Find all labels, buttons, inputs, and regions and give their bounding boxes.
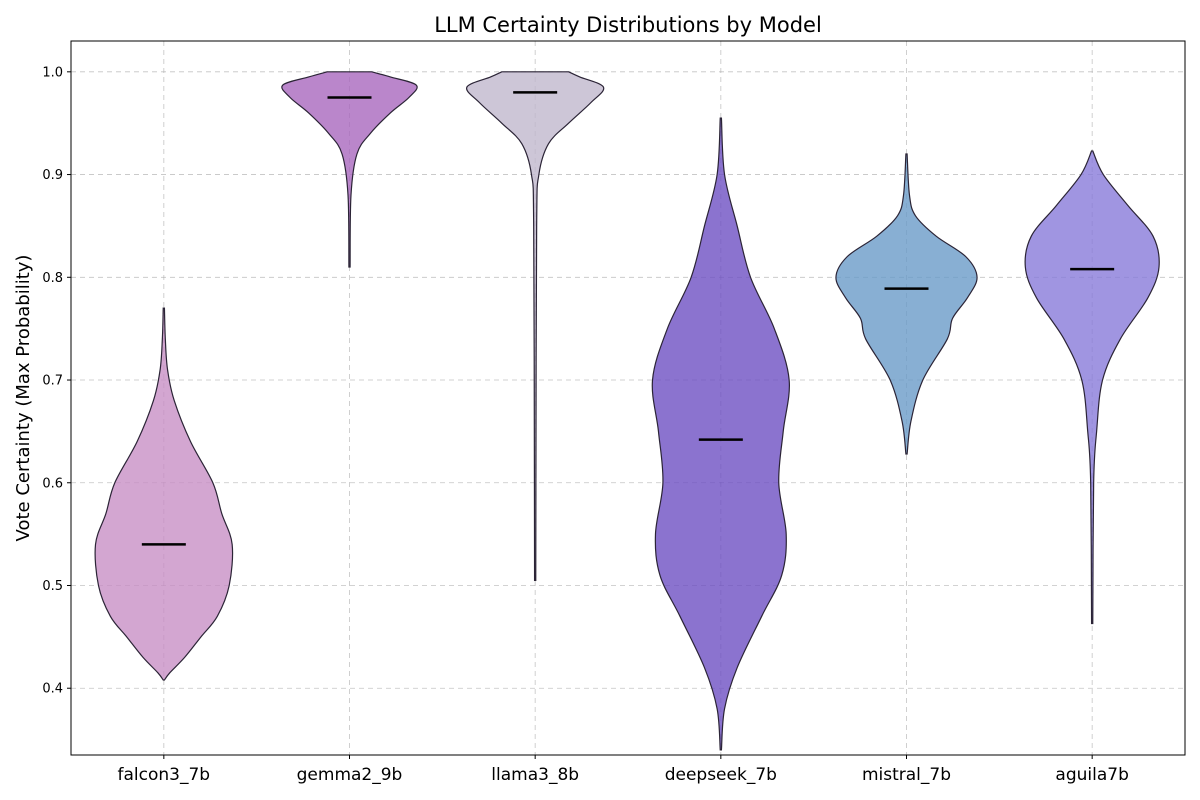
violin-gemma2_9b	[281, 71, 418, 268]
y-tick-label: 0.4	[42, 682, 63, 697]
y-tick-label: 0.9	[42, 168, 63, 183]
y-tick-label: 0.8	[42, 271, 63, 286]
violin-falcon3_7b	[94, 307, 234, 681]
violin-mistral_7b	[835, 153, 978, 455]
y-tick-label: 0.6	[42, 476, 63, 491]
median-layer	[141, 91, 1115, 546]
violin-aguila7b	[1024, 150, 1160, 625]
y-axis-label: Vote Certainty (Max Probability)	[13, 255, 34, 542]
chart-title: LLM Certainty Distributions by Model	[434, 13, 822, 37]
x-tick-label: mistral_7b	[862, 765, 951, 785]
x-tick-labels: falcon3_7b gemma2_9b llama3_8b deepseek_7b m…	[118, 755, 1129, 785]
y-tick-labels: 0.4 0.5 0.6 0.7 0.8 0.9 1.0	[42, 65, 71, 697]
x-tick-label: llama3_8b	[491, 765, 579, 785]
y-tick-label: 0.5	[42, 579, 63, 594]
x-tick-label: gemma2_9b	[297, 765, 403, 785]
violin-deepseek_7b	[651, 117, 791, 751]
plot-frame	[70, 40, 1186, 756]
violin-llama3_8b	[466, 71, 605, 581]
grid-layer	[71, 41, 1185, 755]
x-tick-label: aguila7b	[1055, 765, 1128, 785]
x-tick-label: deepseek_7b	[665, 765, 777, 785]
violin-layer	[94, 71, 1160, 751]
x-tick-label: falcon3_7b	[118, 765, 211, 785]
y-tick-label: 0.7	[42, 374, 63, 389]
y-tick-label: 1.0	[42, 65, 63, 80]
